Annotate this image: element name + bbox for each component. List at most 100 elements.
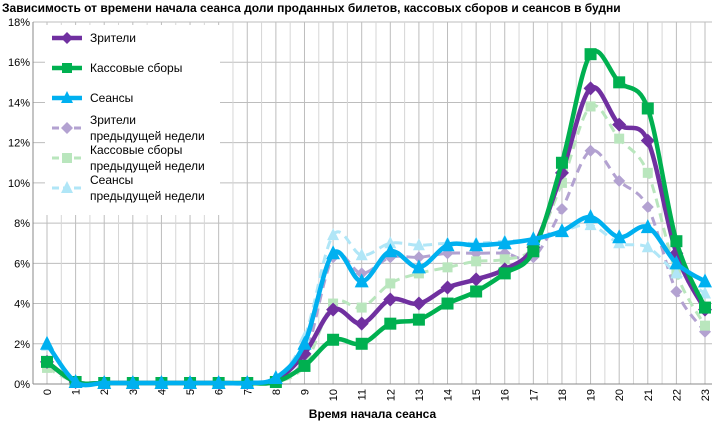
y-tick-label: 12% [8,138,30,150]
data-point-5 [584,218,597,231]
data-point-4 [642,167,653,178]
data-point-3 [555,203,568,216]
legend-label-2: предыдущей недели [90,189,205,203]
data-point-4 [556,177,567,188]
legend-label-2: предыдущей недели [90,129,205,143]
data-point-5 [699,286,711,299]
data-point-2 [583,209,598,224]
data-point-2 [526,231,541,246]
data-point-0 [640,133,655,148]
data-point-1 [327,333,340,346]
data-point-0 [411,296,426,311]
data-point-5 [355,248,368,261]
data-point-2 [669,255,684,270]
data-point-4 [614,133,625,144]
x-tick-label: 1 [71,389,83,395]
x-tick-label: 0 [42,389,54,395]
legend-marker [61,91,73,103]
x-tick-label: 15 [471,389,483,401]
legend-label: Зрители [90,113,136,127]
y-tick-label: 8% [14,218,30,230]
series-line-3 [46,148,707,386]
data-point-4 [413,268,424,279]
data-point-2 [326,245,341,260]
data-point-1 [412,313,425,326]
legend-label: Сеансы [90,91,133,105]
data-point-4 [356,302,367,313]
data-point-1 [527,245,540,258]
x-tick-label: 9 [299,389,311,395]
data-point-1 [355,337,368,350]
data-point-2 [68,373,83,388]
y-tick-label: 2% [14,339,30,351]
x-tick-label: 4 [156,389,168,395]
data-point-4 [700,320,710,331]
legend-marker [62,153,72,163]
x-tick-label: 18 [557,389,569,401]
data-point-0 [583,81,598,96]
x-tick-label: 19 [586,389,598,401]
series-line-4 [46,103,707,386]
data-point-3 [641,201,654,214]
data-point-5 [327,228,340,241]
legend-marker [62,63,72,73]
data-point-1 [670,235,683,248]
legend-label: Зрители [90,31,136,45]
y-tick-label: 14% [8,97,30,109]
x-axis-label: Время начала сеанса [309,407,437,421]
data-point-3 [670,285,683,298]
data-point-1 [641,102,654,115]
data-point-3 [613,174,626,187]
x-tick-label: 10 [328,389,340,401]
legend-label: Сеансы [90,173,133,187]
x-tick-label: 12 [385,389,397,401]
data-point-5 [384,236,397,249]
data-point-2 [211,374,226,389]
legend-marker [61,32,73,44]
x-tick-label: 22 [671,389,683,401]
data-point-5 [412,238,425,251]
data-point-1 [613,76,626,89]
x-tick-label: 8 [271,389,283,395]
data-point-4 [585,101,596,112]
x-tick-label: 13 [414,389,426,401]
x-tick-label: 20 [614,389,626,401]
data-point-0 [326,302,341,317]
data-point-2 [497,235,512,250]
y-tick-label: 0% [14,379,30,391]
x-tick-label: 21 [643,389,655,401]
data-point-3 [584,144,597,157]
x-tick-label: 6 [214,389,226,395]
data-point-4 [499,254,510,265]
data-point-2 [354,273,369,288]
x-tick-label: 23 [700,389,712,401]
data-point-2 [411,259,426,274]
y-tick-label: 6% [14,258,30,270]
x-tick-label: 5 [185,389,197,395]
data-point-2 [97,374,112,389]
data-point-1 [555,156,568,169]
data-point-1 [298,359,311,372]
data-point-0 [354,316,369,331]
data-point-2 [154,374,169,389]
data-point-2 [183,374,198,389]
legend-label: Кассовые сборы [90,143,182,157]
data-point-4 [385,278,396,289]
y-tick-label: 16% [8,57,30,69]
data-point-2 [612,229,627,244]
legend-label: Кассовые сборы [90,61,182,75]
data-point-2 [268,369,283,384]
x-tick-label: 11 [357,389,369,400]
data-point-3 [412,251,425,264]
data-point-2 [440,237,455,252]
x-tick-label: 14 [443,389,455,401]
x-tick-label: 3 [128,389,140,395]
data-point-2 [240,374,255,389]
data-point-0 [440,280,455,295]
data-point-0 [612,117,627,132]
data-point-1 [498,267,511,280]
x-tick-label: 2 [99,389,111,395]
x-tick-label: 16 [500,389,512,401]
